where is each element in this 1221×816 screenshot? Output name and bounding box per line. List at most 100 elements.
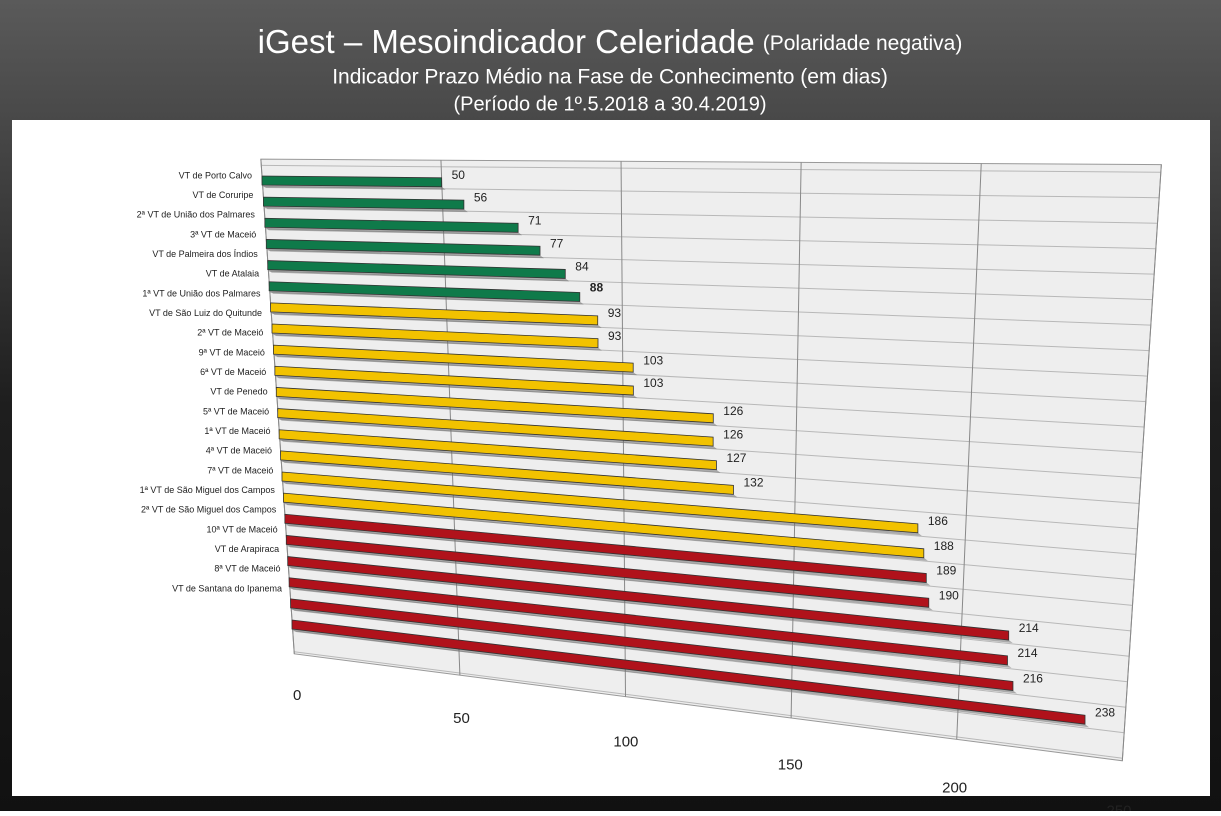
bar-shadow bbox=[263, 206, 468, 213]
category-label: VT de Arapiraca bbox=[215, 544, 279, 554]
value-label: 189 bbox=[936, 564, 956, 578]
category-label: 7ª VT de Maceió bbox=[207, 465, 273, 475]
value-label: 77 bbox=[550, 236, 564, 250]
category-label: 1ª VT de São Miguel dos Campos bbox=[140, 485, 276, 495]
plot-area: 0 50 100 150 200 250 VT de Porto Calvo 50 VT de … bbox=[137, 158, 1162, 816]
category-label: VT de Santana do Ipanema bbox=[172, 583, 282, 593]
grid-line bbox=[1121, 164, 1162, 761]
value-label: 126 bbox=[723, 404, 743, 418]
value-label: 214 bbox=[1019, 621, 1039, 635]
bar bbox=[273, 344, 634, 373]
x-tick-label: 250 bbox=[1106, 803, 1131, 811]
bar-shadow bbox=[280, 459, 738, 498]
bar-shadow bbox=[279, 438, 721, 473]
bar-shadow bbox=[292, 629, 1090, 728]
bar bbox=[291, 619, 1086, 725]
bar bbox=[285, 534, 930, 608]
bar bbox=[265, 239, 541, 256]
category-label: 2ª VT de São Miguel dos Campos bbox=[141, 505, 277, 515]
value-label: 103 bbox=[643, 353, 663, 367]
category-label: VT de São Luiz do Quitunde bbox=[149, 308, 262, 318]
bar-shadow bbox=[272, 333, 602, 351]
category-label: VT de Penedo bbox=[210, 387, 267, 397]
bar bbox=[278, 429, 717, 471]
value-label: 186 bbox=[928, 514, 948, 528]
category-label: VT de Atalaia bbox=[206, 269, 259, 279]
bar bbox=[270, 302, 599, 326]
bar-shadow bbox=[267, 269, 570, 282]
category-label: 2ª VT de União dos Palmares bbox=[137, 210, 256, 220]
value-label: 93 bbox=[608, 329, 622, 343]
bar-shadow bbox=[264, 227, 523, 236]
category-label: 8ª VT de Maceió bbox=[214, 564, 280, 574]
value-label: 88 bbox=[590, 281, 604, 295]
category-label: 10ª VT de Maceió bbox=[206, 524, 277, 534]
bar bbox=[267, 260, 566, 279]
bar-shadow bbox=[284, 523, 931, 586]
bar bbox=[284, 513, 927, 583]
x-tick-label: 200 bbox=[942, 780, 967, 797]
category-label: 4ª VT de Maceió bbox=[206, 446, 272, 456]
bar-shadow bbox=[266, 248, 545, 259]
value-label: 84 bbox=[575, 260, 589, 274]
chart-title: iGest – Mesoindicador Celeridade bbox=[258, 23, 755, 60]
period: (Período de 1º.5.2018 a 30.4.2019) bbox=[453, 93, 766, 115]
bar bbox=[261, 175, 443, 188]
bar-shadow bbox=[286, 544, 933, 611]
bar bbox=[281, 471, 919, 534]
category-label: 5ª VT de Maceió bbox=[203, 406, 269, 416]
x-tick-label: 100 bbox=[613, 733, 638, 750]
value-label: 238 bbox=[1095, 705, 1115, 719]
value-label: 127 bbox=[726, 451, 746, 465]
bar-shadow bbox=[273, 354, 638, 376]
value-label: 93 bbox=[608, 306, 622, 320]
value-label: 190 bbox=[939, 588, 959, 602]
bar bbox=[264, 217, 519, 233]
bar-shadow bbox=[276, 396, 718, 426]
category-label: VT de Porto Calvo bbox=[179, 170, 252, 180]
category-label: 3ª VT de Maceió bbox=[190, 229, 256, 239]
bar bbox=[277, 408, 714, 447]
bar-shadow bbox=[270, 311, 602, 328]
bar bbox=[263, 196, 465, 210]
value-label: 56 bbox=[474, 190, 488, 204]
bar bbox=[287, 556, 1010, 641]
grid-line bbox=[790, 162, 802, 718]
bar-shadow bbox=[283, 502, 928, 561]
bar-shadow bbox=[282, 481, 922, 536]
x-tick-label: 150 bbox=[778, 756, 803, 773]
category-label: 6ª VT de Maceió bbox=[200, 367, 266, 377]
bar-shadow bbox=[277, 417, 718, 450]
value-label: 132 bbox=[743, 476, 763, 490]
value-label: 50 bbox=[452, 168, 466, 182]
bar bbox=[268, 281, 581, 302]
bar-shadow bbox=[269, 290, 584, 305]
value-label: 103 bbox=[643, 376, 663, 390]
bar bbox=[283, 492, 925, 559]
bar-shadow bbox=[274, 375, 638, 399]
bar bbox=[280, 450, 734, 495]
category-label: 2ª VT de Maceió bbox=[197, 328, 263, 338]
bar-shadow bbox=[289, 586, 1012, 668]
bar-shadow bbox=[290, 607, 1017, 694]
title-note: (Polaridade negativa) bbox=[763, 32, 963, 55]
value-label: 188 bbox=[934, 539, 954, 553]
value-label: 214 bbox=[1017, 646, 1037, 660]
bar bbox=[288, 577, 1008, 666]
value-label: 216 bbox=[1023, 672, 1043, 686]
value-label: 71 bbox=[528, 213, 542, 227]
x-tick-label: 0 bbox=[293, 687, 301, 704]
category-label: VT de Palmeira dos Índios bbox=[152, 249, 258, 259]
grid-line bbox=[620, 161, 627, 697]
bar-shadow bbox=[262, 185, 446, 190]
bar bbox=[275, 387, 714, 424]
value-label: 126 bbox=[723, 427, 743, 441]
bar bbox=[271, 323, 599, 349]
x-tick-label: 50 bbox=[453, 710, 470, 727]
grid-line bbox=[956, 163, 982, 740]
category-label: 1ª VT de Maceió bbox=[204, 426, 270, 436]
subtitle: Indicador Prazo Médio na Fase de Conheci… bbox=[332, 66, 888, 89]
category-label: 9ª VT de Maceió bbox=[199, 347, 265, 357]
